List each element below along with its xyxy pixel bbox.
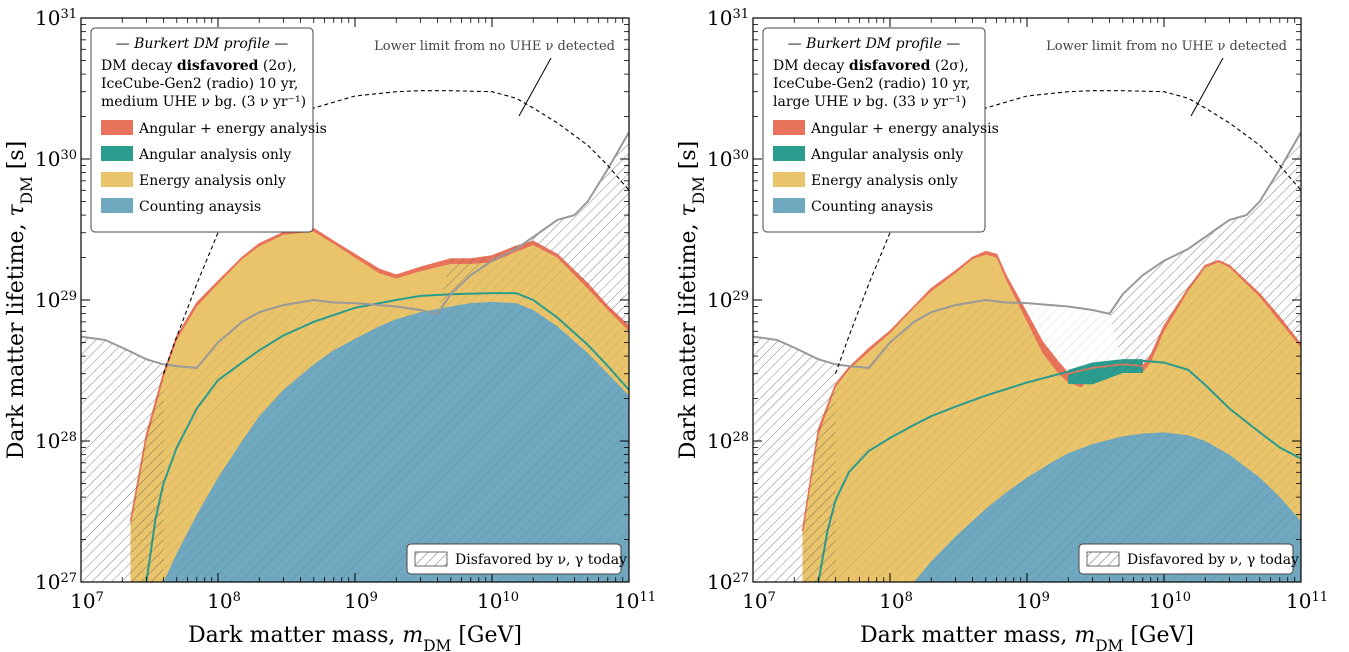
legend-box	[90, 27, 314, 233]
x-tick-label: 1010	[477, 589, 519, 613]
legend-entry: Counting anaysis	[811, 199, 933, 215]
plot-area-left	[81, 90, 629, 582]
x-tick-label: 107	[70, 589, 104, 613]
annotation-lower-limit: Lower limit from no UHE ν detected	[1046, 39, 1287, 54]
ticks-left: 107 108 109 1010 1011 1027 1028 1029 1030 1031	[35, 6, 656, 613]
hatch-disfavored-left	[81, 336, 164, 582]
x-tick-label: 109	[1016, 589, 1050, 613]
x-tick-label: 108	[879, 589, 913, 613]
x-tick-label: 1010	[1149, 589, 1191, 613]
x-tick-label: 109	[344, 589, 378, 613]
legend-entry: Energy analysis only	[139, 173, 286, 189]
legend-entry: Angular analysis only	[810, 147, 963, 163]
line-lower-limit	[834, 90, 1301, 374]
hatch-legend-swatch	[414, 551, 448, 567]
axis-labels-left: Dark matter mass, mDM [GeV] Dark matter l…	[4, 141, 522, 652]
legend-header: — Burkert DM profile —	[116, 36, 289, 52]
legend-entry: Energy analysis only	[811, 173, 958, 189]
legend-line3: medium UHE ν bg. (3 ν yr⁻¹)	[101, 94, 306, 110]
y-tick-label: 1031	[707, 6, 749, 30]
legend-swatch	[101, 198, 133, 213]
y-tick-label: 1029	[707, 288, 749, 312]
hatch-disfavored-left	[753, 336, 836, 582]
hatch-legend-label: Disfavored by ν, γ today	[1127, 552, 1299, 568]
y-tick-label: 1031	[35, 6, 77, 30]
axis-labels-right: Dark matter mass, mDM [GeV] Dark matter l…	[676, 141, 1194, 652]
chart-right: 107 108 109 1010 1011 1027 1028 1029 1030 1031 Da…	[676, 6, 1328, 652]
legend-entry: Angular + energy analysis	[810, 121, 999, 137]
hatch-disfavored-overlay	[81, 132, 629, 582]
legend-header: — Burkert DM profile —	[788, 36, 961, 52]
hatch-legend-label: Disfavored by ν, γ today	[455, 552, 627, 568]
legend-box	[762, 27, 986, 233]
legend-entry: Angular analysis only	[138, 147, 291, 163]
y-axis-label: Dark matter lifetime, τDM [s]	[4, 141, 36, 460]
legend-swatch	[773, 120, 805, 135]
hatch-legend-swatch	[1086, 551, 1120, 567]
hatch-disfavored-right	[1109, 132, 1301, 367]
legend-entry: Angular + energy analysis	[138, 121, 327, 137]
legend-line1: DM decay disfavored (2σ),	[773, 58, 969, 74]
legend-right: — Burkert DM profile — DM decay disfavore…	[762, 27, 1299, 575]
legend-line2: IceCube-Gen2 (radio) 10 yr,	[773, 76, 970, 92]
y-tick-label: 1028	[35, 429, 77, 453]
line-disfavored-today	[753, 131, 1301, 369]
annotation-pointer	[518, 57, 552, 117]
hatch-legend-box	[406, 543, 622, 575]
ticks-right: 107 108 109 1010 1011 1027 1028 1029 1030 1031	[707, 6, 1328, 613]
hatch-disfavored-right	[437, 132, 629, 327]
legend-swatch	[773, 146, 805, 161]
line-disfavored-today	[81, 131, 629, 369]
legend-entry: Counting anaysis	[139, 199, 261, 215]
annotation-lower-limit: Lower limit from no UHE ν detected	[374, 39, 615, 54]
x-tick-label: 107	[742, 589, 776, 613]
legend-line2: IceCube-Gen2 (radio) 10 yr,	[101, 76, 298, 92]
legend-swatch	[101, 172, 133, 187]
y-tick-label: 1030	[707, 147, 749, 171]
y-axis-label: Dark matter lifetime, τDM [s]	[676, 141, 708, 460]
chart-left: 107 108 109 1010 1011 1027 1028 1029 1030 1031 Da…	[4, 6, 656, 652]
legend-swatch	[101, 146, 133, 161]
annotation-pointer	[1190, 57, 1224, 117]
x-tick-label: 108	[207, 589, 241, 613]
x-tick-label: 1011	[614, 589, 656, 613]
hatch-disfavored-overlay	[753, 132, 1301, 582]
line-lower-limit	[162, 90, 629, 374]
plot-area-right	[753, 90, 1301, 582]
legend-swatch	[773, 172, 805, 187]
legend-left: — Burkert DM profile — DM decay disfavore…	[90, 27, 627, 575]
legend-line3: large UHE ν bg. (33 ν yr⁻¹)	[773, 94, 966, 110]
y-tick-label: 1027	[35, 570, 77, 594]
x-axis-label: Dark matter mass, mDM [GeV]	[188, 623, 522, 652]
y-tick-label: 1027	[707, 570, 749, 594]
y-tick-label: 1028	[707, 429, 749, 453]
x-tick-label: 1011	[1286, 589, 1328, 613]
x-axis-label: Dark matter mass, mDM [GeV]	[860, 623, 1194, 652]
y-tick-label: 1029	[35, 288, 77, 312]
hatch-legend-box	[1078, 543, 1294, 575]
y-tick-label: 1030	[35, 147, 77, 171]
legend-line1: DM decay disfavored (2σ),	[101, 58, 297, 74]
legend-swatch	[101, 120, 133, 135]
legend-swatch	[773, 198, 805, 213]
